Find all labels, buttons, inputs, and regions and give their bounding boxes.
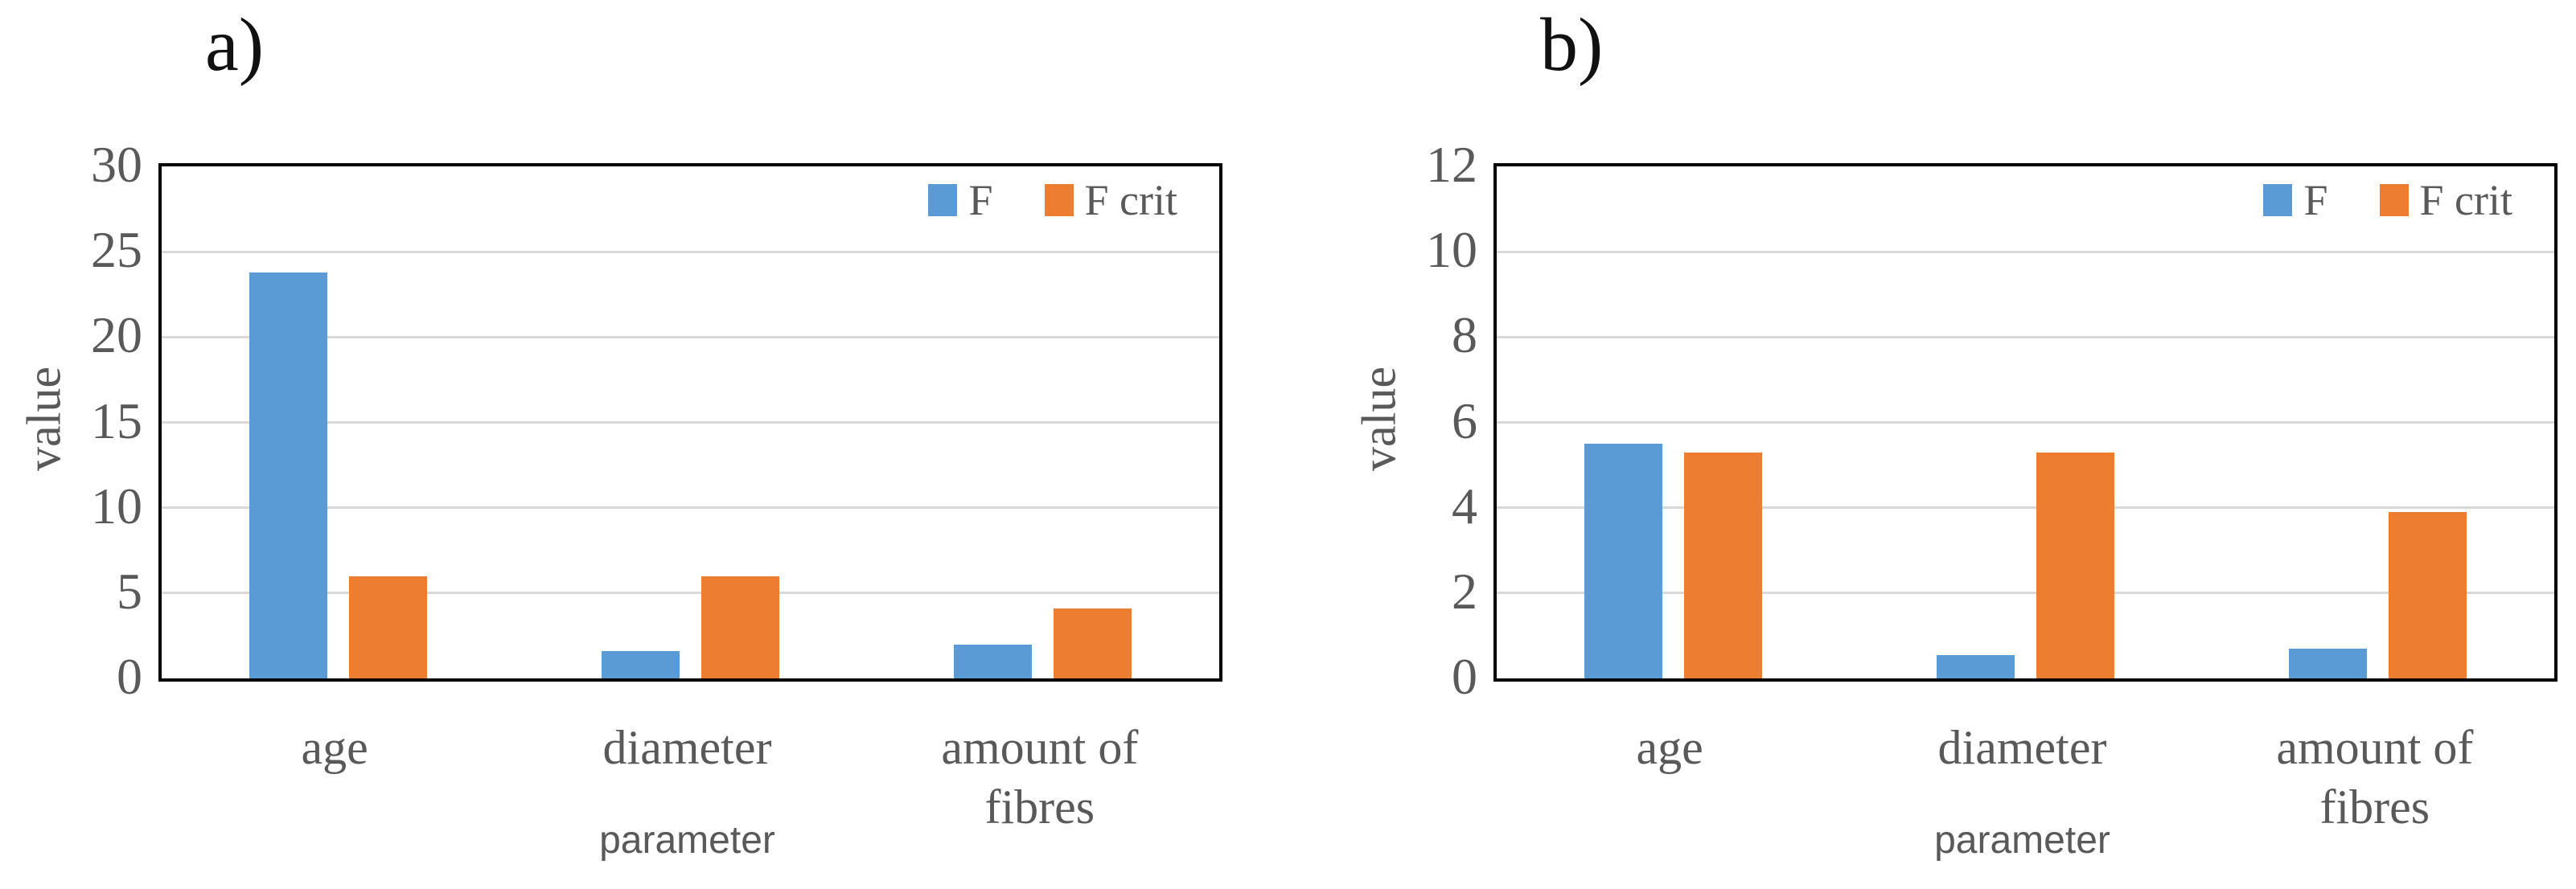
gridline-y-15: [162, 421, 1219, 424]
bar-F-diameter: [602, 651, 680, 678]
bar-F-amount-of-fibres: [2289, 648, 2368, 678]
x-axis-title: parameter: [1934, 819, 2110, 862]
category-label-amount-of-fibres: amount of fibres: [2276, 721, 2474, 834]
category-label-amount-of-fibres: amount of fibres: [941, 721, 1139, 834]
legend-label-f: F: [968, 176, 993, 224]
y-tick-label: 10: [91, 477, 142, 535]
y-tick-label: 4: [1452, 477, 1477, 535]
gridline-y-8: [1497, 335, 2554, 338]
gridline-y-25: [162, 250, 1219, 253]
y-tick-label: 5: [117, 562, 142, 620]
bar-F-crit-age: [1683, 452, 1762, 678]
legend-a: F F crit: [928, 176, 1178, 224]
legend-swatch-f: [2263, 184, 2293, 216]
panel-a-label: a): [205, 3, 265, 87]
panel-b: b) value F F crit parameter 0 2 4 6 8 10 12 age…: [1335, 0, 2576, 889]
legend-b: F F crit: [2263, 176, 2513, 224]
y-tick-label: 30: [91, 136, 142, 193]
gridline-y-5: [162, 592, 1219, 595]
y-tick-label: 12: [1426, 136, 1477, 193]
legend-swatch-f: [928, 184, 958, 216]
category-label-age: age: [301, 721, 368, 774]
y-tick-label: 20: [91, 306, 142, 364]
plot-area-b: F F crit: [1493, 163, 2558, 682]
bar-F-crit-diameter: [701, 576, 779, 678]
panel-a: a) value F F crit parameter 0 5 10 15 20 25 30…: [0, 0, 1257, 889]
bar-F-crit-amount-of-fibres: [2389, 511, 2467, 678]
legend-label-f: F: [2303, 176, 2328, 224]
category-label-diameter: diameter: [1937, 721, 2107, 774]
bar-F-crit-diameter: [2036, 452, 2114, 678]
y-tick-label: 6: [1452, 391, 1477, 449]
y-tick-label: 25: [91, 221, 142, 279]
gridline-y-10: [1497, 250, 2554, 253]
y-tick-label: 8: [1452, 306, 1477, 364]
bar-F-age: [249, 272, 327, 678]
legend-swatch-f-crit: [2379, 184, 2409, 216]
y-tick-label: 10: [1426, 221, 1477, 279]
legend-label-f-crit: F crit: [2419, 176, 2513, 224]
bar-F-diameter: [1937, 654, 2015, 678]
plot-area-a: F F crit: [158, 163, 1222, 682]
y-tick-label: 0: [1452, 648, 1477, 705]
y-tick-label: 0: [117, 648, 142, 705]
legend-label-f-crit: F crit: [1084, 176, 1178, 224]
legend-swatch-f-crit: [1044, 184, 1074, 216]
gridline-y-10: [162, 506, 1219, 510]
gridline-y-20: [162, 335, 1219, 338]
bar-F-crit-amount-of-fibres: [1054, 608, 1132, 678]
y-tick-label: 2: [1452, 562, 1477, 620]
gridline-y-6: [1497, 421, 2554, 424]
panel-b-label: b): [1540, 3, 1604, 87]
category-label-diameter: diameter: [602, 721, 772, 774]
category-label-age: age: [1636, 721, 1703, 774]
x-axis-title: parameter: [599, 819, 775, 862]
bar-F-age: [1584, 444, 1662, 678]
bar-F-crit-age: [348, 576, 427, 678]
bar-F-amount-of-fibres: [954, 644, 1033, 678]
gridline-y-2: [1497, 592, 2554, 595]
y-tick-label: 15: [91, 391, 142, 449]
gridline-y-4: [1497, 506, 2554, 510]
